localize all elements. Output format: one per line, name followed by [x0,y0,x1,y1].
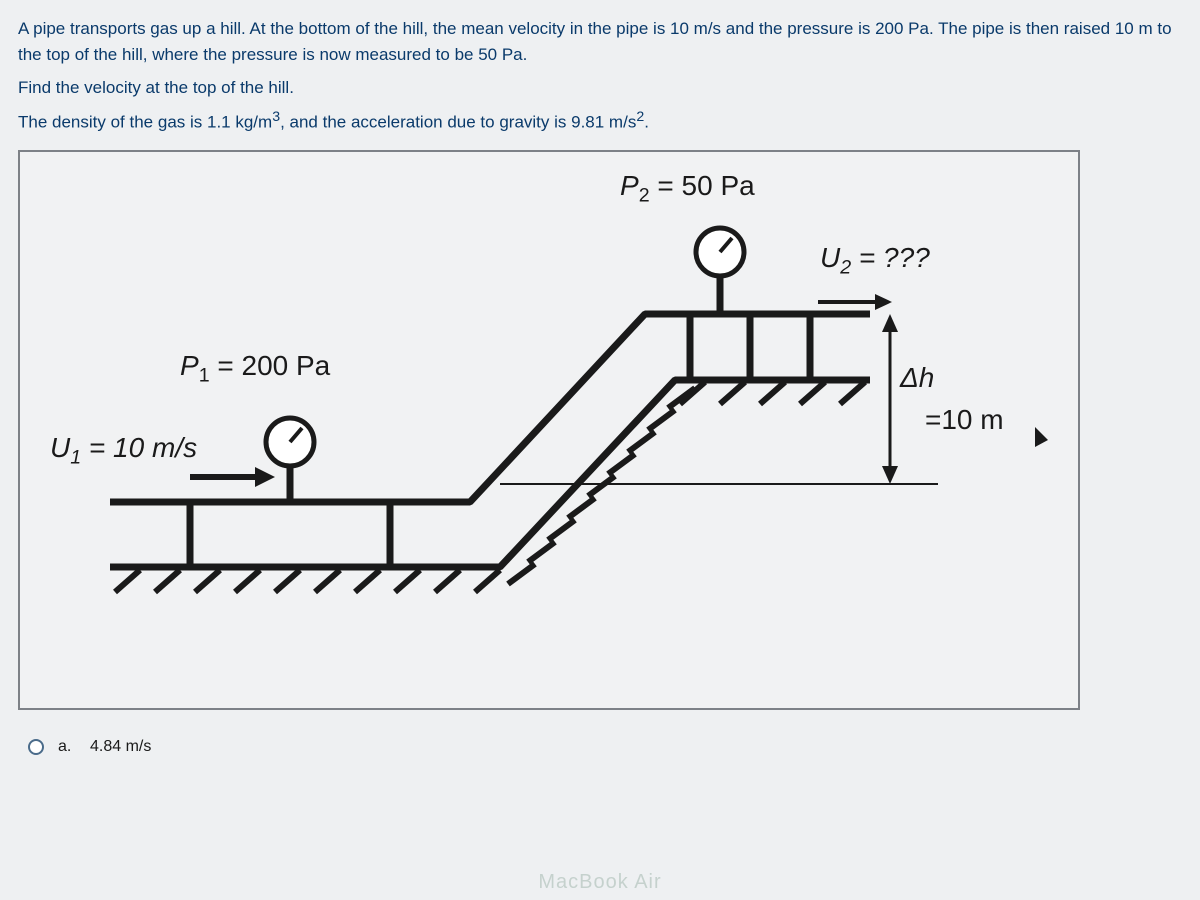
cursor-icon [1035,427,1048,447]
pipe-bottom-line [110,380,870,567]
question-para-3: The density of the gas is 1.1 kg/m3, and… [18,107,1182,136]
answer-letter: a. [58,738,76,756]
diagram-svg [20,152,1080,710]
answer-option-a[interactable]: a. 4.84 m/s [28,738,1182,756]
question-text-block: A pipe transports gas up a hill. At the … [18,16,1182,136]
radio-icon[interactable] [28,739,44,755]
gauge-lower [266,418,314,502]
pipe-top-line [110,314,870,502]
answer-list: a. 4.84 m/s [28,738,1182,756]
gauge-upper [696,228,744,314]
flow-arrow-lower [190,467,275,487]
question-para-2: Find the velocity at the top of the hill… [18,75,1182,101]
flow-arrow-upper [818,294,892,310]
question-para-1: A pipe transports gas up a hill. At the … [18,16,1182,69]
macbook-watermark: MacBook Air [538,871,661,894]
ground-hatching-upper [680,382,865,404]
page-container: A pipe transports gas up a hill. At the … [0,0,1200,900]
answer-text: 4.84 m/s [90,738,151,756]
pipe-supports-lower [190,502,390,567]
diagram-frame: P2 = P₂ = 50 Pa50 Pa U2 = ??? P1 = 200 P… [18,150,1080,710]
pipe-supports-upper [690,314,810,380]
ground-hatching-lower [115,570,500,592]
ground-hatching-riser [508,388,695,584]
